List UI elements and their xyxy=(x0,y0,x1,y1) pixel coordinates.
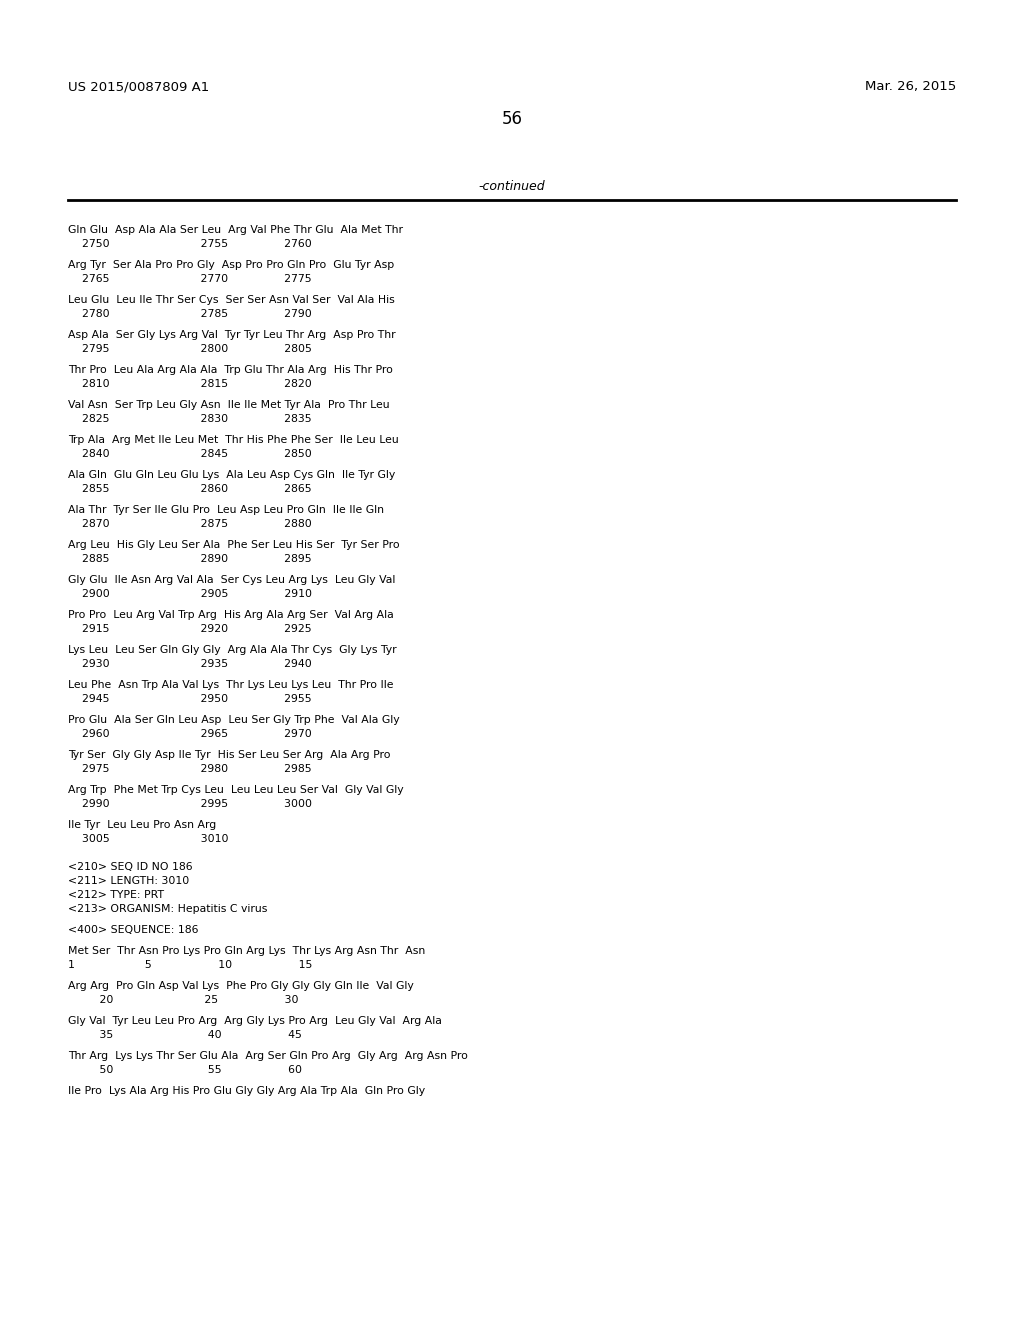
Text: 2945                          2950                2955: 2945 2950 2955 xyxy=(68,694,311,704)
Text: Thr Pro  Leu Ala Arg Ala Ala  Trp Glu Thr Ala Arg  His Thr Pro: Thr Pro Leu Ala Arg Ala Ala Trp Glu Thr … xyxy=(68,366,393,375)
Text: <400> SEQUENCE: 186: <400> SEQUENCE: 186 xyxy=(68,925,199,935)
Text: 35                           40                   45: 35 40 45 xyxy=(68,1030,302,1040)
Text: Ile Pro  Lys Ala Arg His Pro Glu Gly Gly Arg Ala Trp Ala  Gln Pro Gly: Ile Pro Lys Ala Arg His Pro Glu Gly Gly … xyxy=(68,1086,425,1096)
Text: 2795                          2800                2805: 2795 2800 2805 xyxy=(68,345,312,354)
Text: Pro Pro  Leu Arg Val Trp Arg  His Arg Ala Arg Ser  Val Arg Ala: Pro Pro Leu Arg Val Trp Arg His Arg Ala … xyxy=(68,610,394,620)
Text: Leu Glu  Leu Ile Thr Ser Cys  Ser Ser Asn Val Ser  Val Ala His: Leu Glu Leu Ile Thr Ser Cys Ser Ser Asn … xyxy=(68,294,394,305)
Text: <210> SEQ ID NO 186: <210> SEQ ID NO 186 xyxy=(68,862,193,873)
Text: Asp Ala  Ser Gly Lys Arg Val  Tyr Tyr Leu Thr Arg  Asp Pro Thr: Asp Ala Ser Gly Lys Arg Val Tyr Tyr Leu … xyxy=(68,330,395,341)
Text: Ala Thr  Tyr Ser Ile Glu Pro  Leu Asp Leu Pro Gln  Ile Ile Gln: Ala Thr Tyr Ser Ile Glu Pro Leu Asp Leu … xyxy=(68,506,384,515)
Text: 1                    5                   10                   15: 1 5 10 15 xyxy=(68,960,312,970)
Text: Arg Leu  His Gly Leu Ser Ala  Phe Ser Leu His Ser  Tyr Ser Pro: Arg Leu His Gly Leu Ser Ala Phe Ser Leu … xyxy=(68,540,399,550)
Text: Val Asn  Ser Trp Leu Gly Asn  Ile Ile Met Tyr Ala  Pro Thr Leu: Val Asn Ser Trp Leu Gly Asn Ile Ile Met … xyxy=(68,400,389,411)
Text: US 2015/0087809 A1: US 2015/0087809 A1 xyxy=(68,81,209,92)
Text: Ala Gln  Glu Gln Leu Glu Lys  Ala Leu Asp Cys Gln  Ile Tyr Gly: Ala Gln Glu Gln Leu Glu Lys Ala Leu Asp … xyxy=(68,470,395,480)
Text: Tyr Ser  Gly Gly Asp Ile Tyr  His Ser Leu Ser Arg  Ala Arg Pro: Tyr Ser Gly Gly Asp Ile Tyr His Ser Leu … xyxy=(68,750,390,760)
Text: 2780                          2785                2790: 2780 2785 2790 xyxy=(68,309,311,319)
Text: Arg Trp  Phe Met Trp Cys Leu  Leu Leu Leu Ser Val  Gly Val Gly: Arg Trp Phe Met Trp Cys Leu Leu Leu Leu … xyxy=(68,785,403,795)
Text: 50                           55                   60: 50 55 60 xyxy=(68,1065,302,1074)
Text: 2750                          2755                2760: 2750 2755 2760 xyxy=(68,239,311,249)
Text: Ile Tyr  Leu Leu Pro Asn Arg: Ile Tyr Leu Leu Pro Asn Arg xyxy=(68,820,216,830)
Text: 2900                          2905                2910: 2900 2905 2910 xyxy=(68,589,312,599)
Text: 2870                          2875                2880: 2870 2875 2880 xyxy=(68,519,311,529)
Text: Arg Arg  Pro Gln Asp Val Lys  Phe Pro Gly Gly Gly Gln Ile  Val Gly: Arg Arg Pro Gln Asp Val Lys Phe Pro Gly … xyxy=(68,981,414,991)
Text: Arg Tyr  Ser Ala Pro Pro Gly  Asp Pro Pro Gln Pro  Glu Tyr Asp: Arg Tyr Ser Ala Pro Pro Gly Asp Pro Pro … xyxy=(68,260,394,271)
Text: 2885                          2890                2895: 2885 2890 2895 xyxy=(68,554,311,564)
Text: Thr Arg  Lys Lys Thr Ser Glu Ala  Arg Ser Gln Pro Arg  Gly Arg  Arg Asn Pro: Thr Arg Lys Lys Thr Ser Glu Ala Arg Ser … xyxy=(68,1051,468,1061)
Text: Gly Glu  Ile Asn Arg Val Ala  Ser Cys Leu Arg Lys  Leu Gly Val: Gly Glu Ile Asn Arg Val Ala Ser Cys Leu … xyxy=(68,576,395,585)
Text: Leu Phe  Asn Trp Ala Val Lys  Thr Lys Leu Lys Leu  Thr Pro Ile: Leu Phe Asn Trp Ala Val Lys Thr Lys Leu … xyxy=(68,680,393,690)
Text: Gly Val  Tyr Leu Leu Pro Arg  Arg Gly Lys Pro Arg  Leu Gly Val  Arg Ala: Gly Val Tyr Leu Leu Pro Arg Arg Gly Lys … xyxy=(68,1016,442,1026)
Text: 20                          25                   30: 20 25 30 xyxy=(68,995,299,1005)
Text: Pro Glu  Ala Ser Gln Leu Asp  Leu Ser Gly Trp Phe  Val Ala Gly: Pro Glu Ala Ser Gln Leu Asp Leu Ser Gly … xyxy=(68,715,399,725)
Text: 2825                          2830                2835: 2825 2830 2835 xyxy=(68,414,311,424)
Text: 2990                          2995                3000: 2990 2995 3000 xyxy=(68,799,312,809)
Text: Mar. 26, 2015: Mar. 26, 2015 xyxy=(864,81,956,92)
Text: 2975                          2980                2985: 2975 2980 2985 xyxy=(68,764,311,774)
Text: Met Ser  Thr Asn Pro Lys Pro Gln Arg Lys  Thr Lys Arg Asn Thr  Asn: Met Ser Thr Asn Pro Lys Pro Gln Arg Lys … xyxy=(68,946,425,956)
Text: 2765                          2770                2775: 2765 2770 2775 xyxy=(68,275,311,284)
Text: 56: 56 xyxy=(502,110,522,128)
Text: 2855                          2860                2865: 2855 2860 2865 xyxy=(68,484,311,494)
Text: 2915                          2920                2925: 2915 2920 2925 xyxy=(68,624,311,634)
Text: -continued: -continued xyxy=(478,180,546,193)
Text: 2930                          2935                2940: 2930 2935 2940 xyxy=(68,659,311,669)
Text: Gln Glu  Asp Ala Ala Ser Leu  Arg Val Phe Thr Glu  Ala Met Thr: Gln Glu Asp Ala Ala Ser Leu Arg Val Phe … xyxy=(68,224,403,235)
Text: 2810                          2815                2820: 2810 2815 2820 xyxy=(68,379,311,389)
Text: 3005                          3010: 3005 3010 xyxy=(68,834,228,843)
Text: <212> TYPE: PRT: <212> TYPE: PRT xyxy=(68,890,164,900)
Text: 2840                          2845                2850: 2840 2845 2850 xyxy=(68,449,311,459)
Text: Trp Ala  Arg Met Ile Leu Met  Thr His Phe Phe Ser  Ile Leu Leu: Trp Ala Arg Met Ile Leu Met Thr His Phe … xyxy=(68,436,398,445)
Text: <211> LENGTH: 3010: <211> LENGTH: 3010 xyxy=(68,876,189,886)
Text: Lys Leu  Leu Ser Gln Gly Gly  Arg Ala Ala Thr Cys  Gly Lys Tyr: Lys Leu Leu Ser Gln Gly Gly Arg Ala Ala … xyxy=(68,645,396,655)
Text: <213> ORGANISM: Hepatitis C virus: <213> ORGANISM: Hepatitis C virus xyxy=(68,904,267,913)
Text: 2960                          2965                2970: 2960 2965 2970 xyxy=(68,729,311,739)
